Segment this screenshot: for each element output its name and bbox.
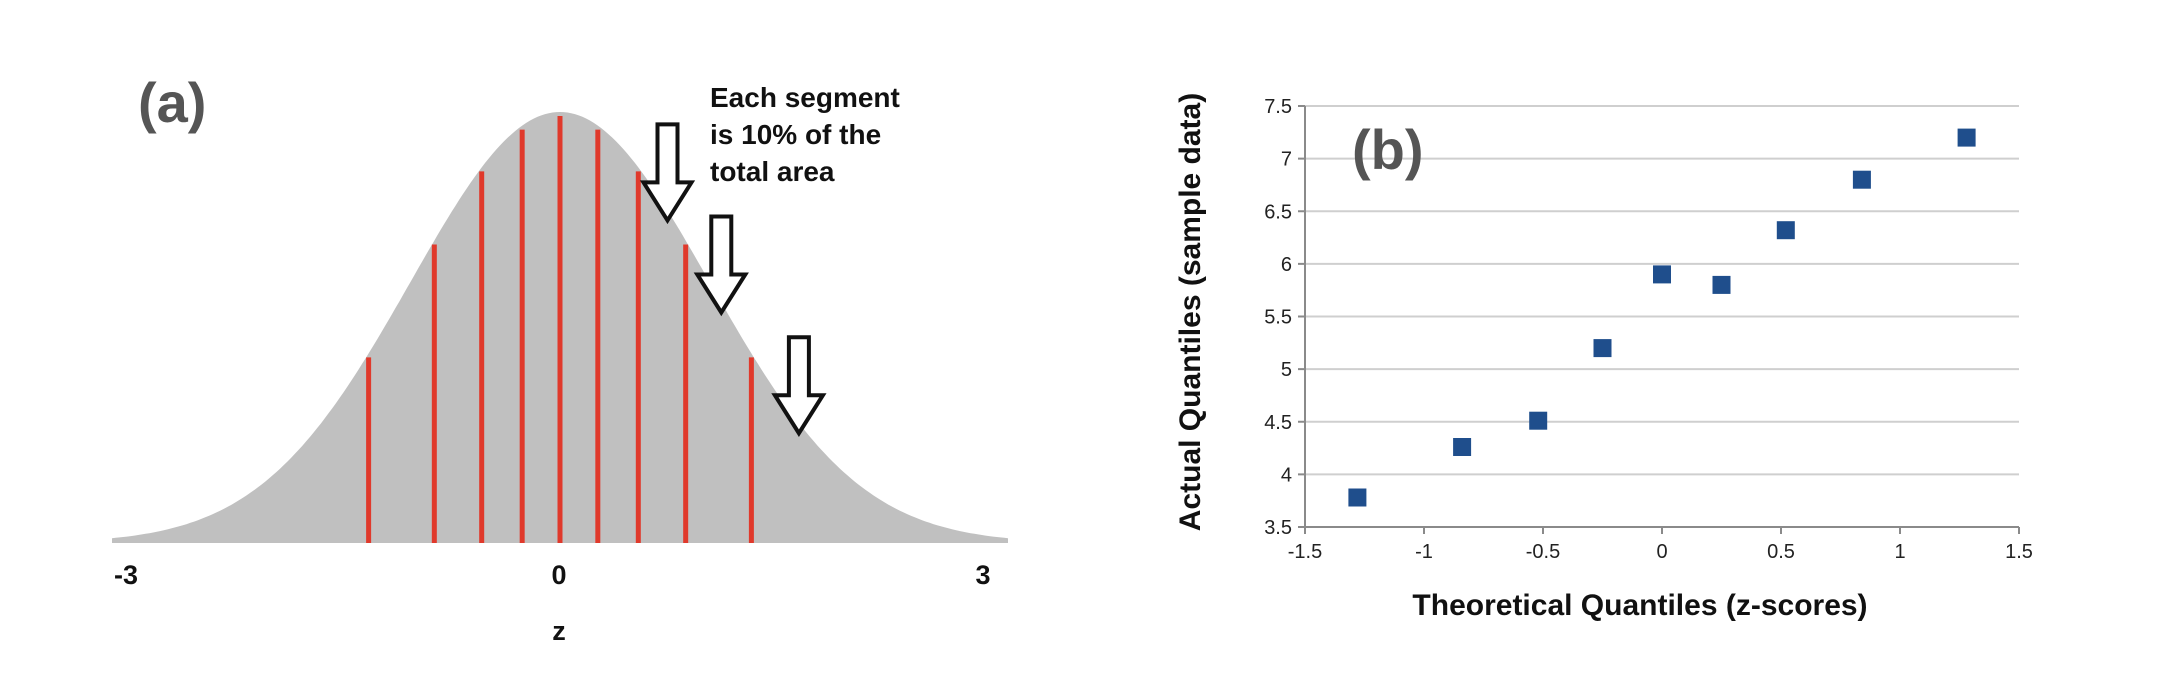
data-point bbox=[1593, 339, 1612, 358]
data-point bbox=[1712, 275, 1731, 294]
x-tick-label: -1.5 bbox=[1288, 541, 1322, 563]
panel-a-normal-curve: (a) Each segment is 10% of the total are… bbox=[112, 71, 1008, 646]
data-point bbox=[1529, 411, 1548, 430]
down-arrows bbox=[639, 122, 827, 437]
annotation-text: Each segment is 10% of the total area bbox=[710, 82, 900, 187]
x-ticks: -1.5 -1 -0.5 0 0.5 1 1.5 bbox=[1288, 527, 2033, 563]
panel-b-qq-plot: -1.5 -1 -0.5 0 0.5 1 1.5 3.5 4 4.5 5 5.5 6 6.5 7 7.5 (… bbox=[1174, 93, 2033, 622]
x-axis-label: z bbox=[552, 616, 566, 646]
x-tick-label: 1 bbox=[1894, 541, 1905, 563]
x-axis-label: Theoretical Quantiles (z-scores) bbox=[1412, 589, 1867, 622]
data-point bbox=[1776, 221, 1795, 240]
data-point bbox=[1453, 438, 1472, 456]
y-tick-label: 5.5 bbox=[1264, 307, 1292, 329]
data-points bbox=[1348, 128, 1976, 507]
annotation-line: is 10% of the bbox=[710, 119, 881, 150]
y-tick-label: 7 bbox=[1281, 149, 1292, 171]
x-tick-label: 0 bbox=[551, 560, 566, 590]
panel-label-b: (b) bbox=[1352, 118, 1424, 181]
y-ticks: 3.5 4 4.5 5 5.5 6 6.5 7 7.5 bbox=[1264, 96, 1305, 539]
panel-label-a: (a) bbox=[138, 71, 206, 134]
data-point bbox=[1852, 170, 1871, 189]
down-arrow-icon bbox=[771, 335, 827, 437]
x-tick-label: -1 bbox=[1415, 541, 1433, 563]
y-tick-label: 4.5 bbox=[1264, 412, 1292, 434]
down-arrow-icon bbox=[639, 122, 696, 225]
y-tick-label: 4 bbox=[1281, 464, 1292, 486]
data-point bbox=[1957, 128, 1976, 147]
down-arrow-icon bbox=[693, 214, 749, 317]
y-tick-label: 6.5 bbox=[1264, 201, 1292, 223]
y-axis-label: Actual Quantiles (sample data) bbox=[1174, 93, 1207, 531]
x-tick-label: 0 bbox=[1656, 541, 1667, 563]
decile-lines bbox=[366, 116, 754, 543]
y-tick-label: 6 bbox=[1281, 254, 1292, 276]
x-tick-label: 1.5 bbox=[2005, 541, 2033, 563]
y-tick-label: 7.5 bbox=[1264, 96, 1292, 118]
grid-lines bbox=[1305, 105, 2019, 476]
y-tick-label: 5 bbox=[1281, 359, 1292, 381]
annotation-line: total area bbox=[710, 156, 835, 187]
x-tick-label: -3 bbox=[114, 560, 138, 590]
data-point bbox=[1653, 265, 1671, 284]
data-point bbox=[1348, 488, 1367, 507]
x-tick-label: 3 bbox=[975, 560, 990, 590]
annotation-line: Each segment bbox=[710, 82, 900, 113]
x-tick-label: -0.5 bbox=[1526, 541, 1560, 563]
y-tick-label: 3.5 bbox=[1264, 517, 1292, 539]
x-tick-label: 0.5 bbox=[1767, 541, 1795, 563]
